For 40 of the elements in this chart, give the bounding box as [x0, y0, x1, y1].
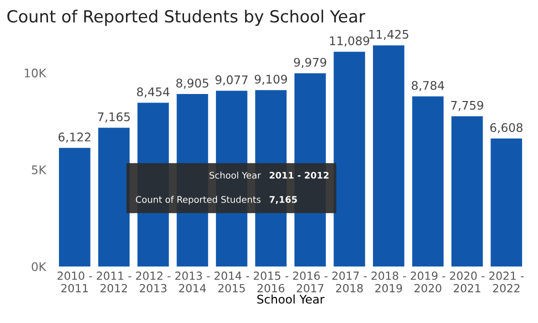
- bar: [490, 138, 522, 266]
- data-label: 8,454: [137, 87, 170, 98]
- x-tick-label: 2010 - 2011: [58, 272, 92, 292]
- data-label: 9,979: [294, 58, 326, 68]
- bar: [58, 148, 90, 266]
- annotation: Count of Reported Students: [136, 196, 260, 205]
- x-tick-label: 2011 - 2012: [96, 272, 132, 292]
- data-label: 7,165: [98, 112, 130, 122]
- x-tick-label: 2018 - 2019: [372, 272, 406, 292]
- data-label: 8,784: [412, 80, 444, 92]
- x-tick-label: 2013 - 2014: [175, 272, 210, 292]
- x-tick-label: 2012 - 2013: [136, 272, 171, 292]
- annotation: 2011 - 2012: [270, 172, 328, 179]
- data-label: 6,122: [58, 132, 90, 143]
- x-tick-label: 2019 - 2020: [410, 272, 446, 292]
- data-label: 6,608: [490, 123, 522, 134]
- data-label: 11,425: [369, 30, 408, 40]
- annotation: 7,165: [270, 196, 297, 204]
- data-label: 9,077: [215, 75, 248, 86]
- bar: [98, 128, 130, 266]
- annotation: School Year: [210, 172, 261, 179]
- y-tick-label: 5K: [32, 166, 46, 174]
- data-label: 9,109: [254, 74, 287, 85]
- x-tick-label: 2017 - 2018: [332, 272, 367, 292]
- y-tick-label: 10K: [24, 68, 46, 78]
- x-tick-label: 2020 - 2021: [450, 272, 484, 292]
- bar: [451, 116, 483, 266]
- bar: [412, 96, 444, 266]
- x-axis-title: School Year: [257, 294, 324, 304]
- bar: [372, 45, 404, 266]
- x-tick-label: 2016 - 2017: [293, 272, 328, 292]
- x-tick-label: 2015 - 2016: [254, 272, 288, 292]
- x-tick-label: 2014 - 2015: [214, 272, 250, 292]
- y-tick-label: 0K: [32, 262, 46, 272]
- data-label: 8,905: [176, 78, 208, 89]
- data-label: 7,759: [451, 100, 484, 111]
- data-label: 11,089: [330, 36, 370, 46]
- chart-title: Count of Reported Students by School Year: [7, 10, 366, 26]
- bar: [334, 52, 366, 266]
- x-tick-label: 2021 - 2022: [489, 272, 524, 292]
